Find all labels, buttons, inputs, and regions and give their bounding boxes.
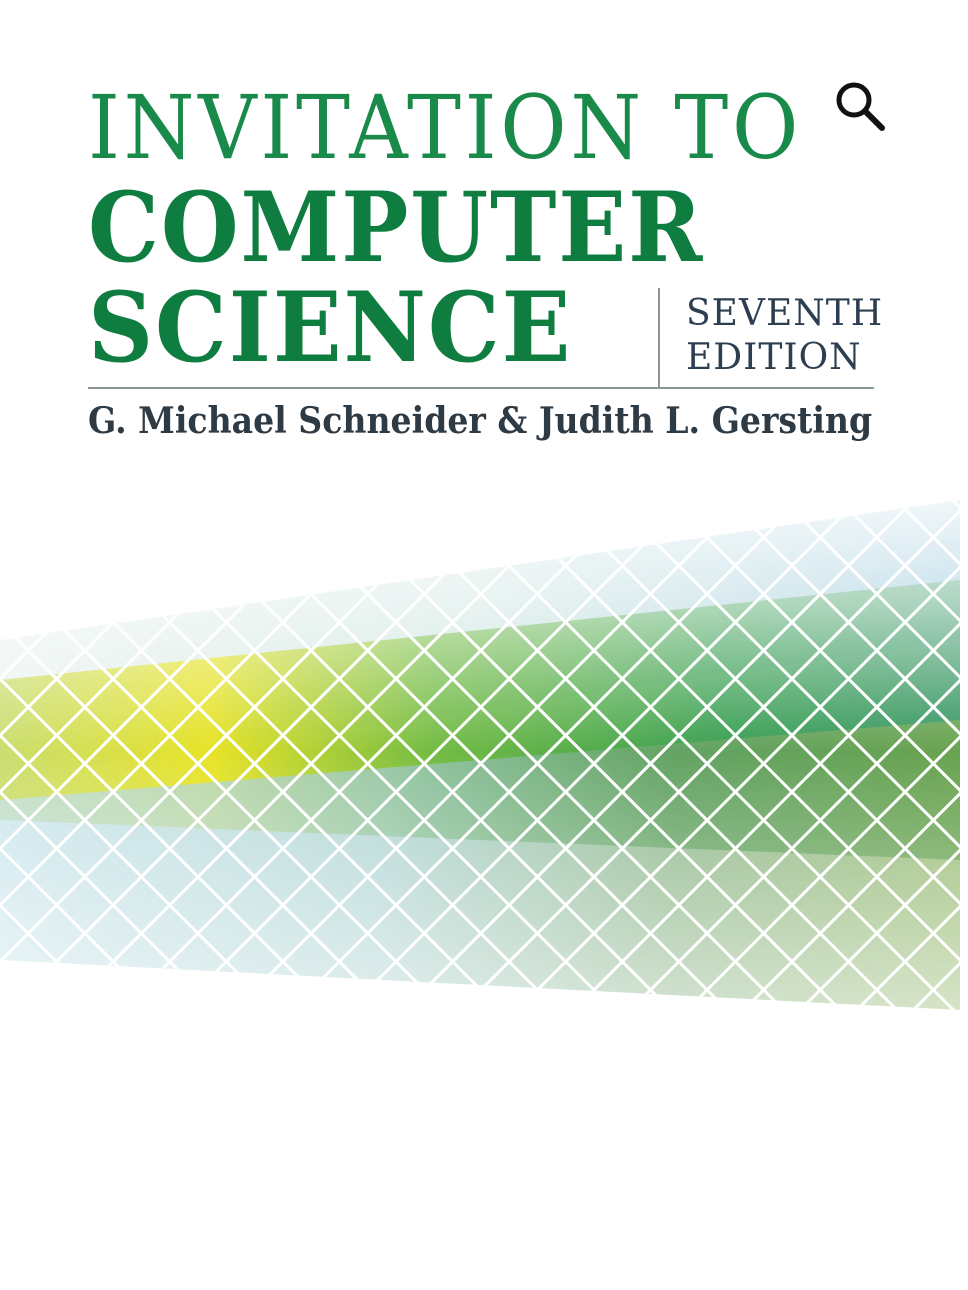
diamond-mosaic-pattern [0,0,960,1212]
edition-line-seventh: SEVENTH [686,293,884,334]
magnifier-icon [836,82,885,131]
authors-line: G. Michael Schneider & Judith L. Gerstin… [88,400,873,442]
zoom-button[interactable] [812,58,908,154]
book-cover: INVITATION TO COMPUTER SCIENCE SEVENTH E… [0,0,960,1212]
title-line-science: SCIENCE [88,271,573,384]
edition-label: SEVENTH EDITION [686,292,883,380]
title-line-computer: COMPUTER [88,171,705,284]
edition-line-edition: EDITION [686,337,862,378]
title-rule [88,387,874,389]
edition-divider [658,288,660,388]
title-line-invitation: INVITATION TO [88,76,803,179]
